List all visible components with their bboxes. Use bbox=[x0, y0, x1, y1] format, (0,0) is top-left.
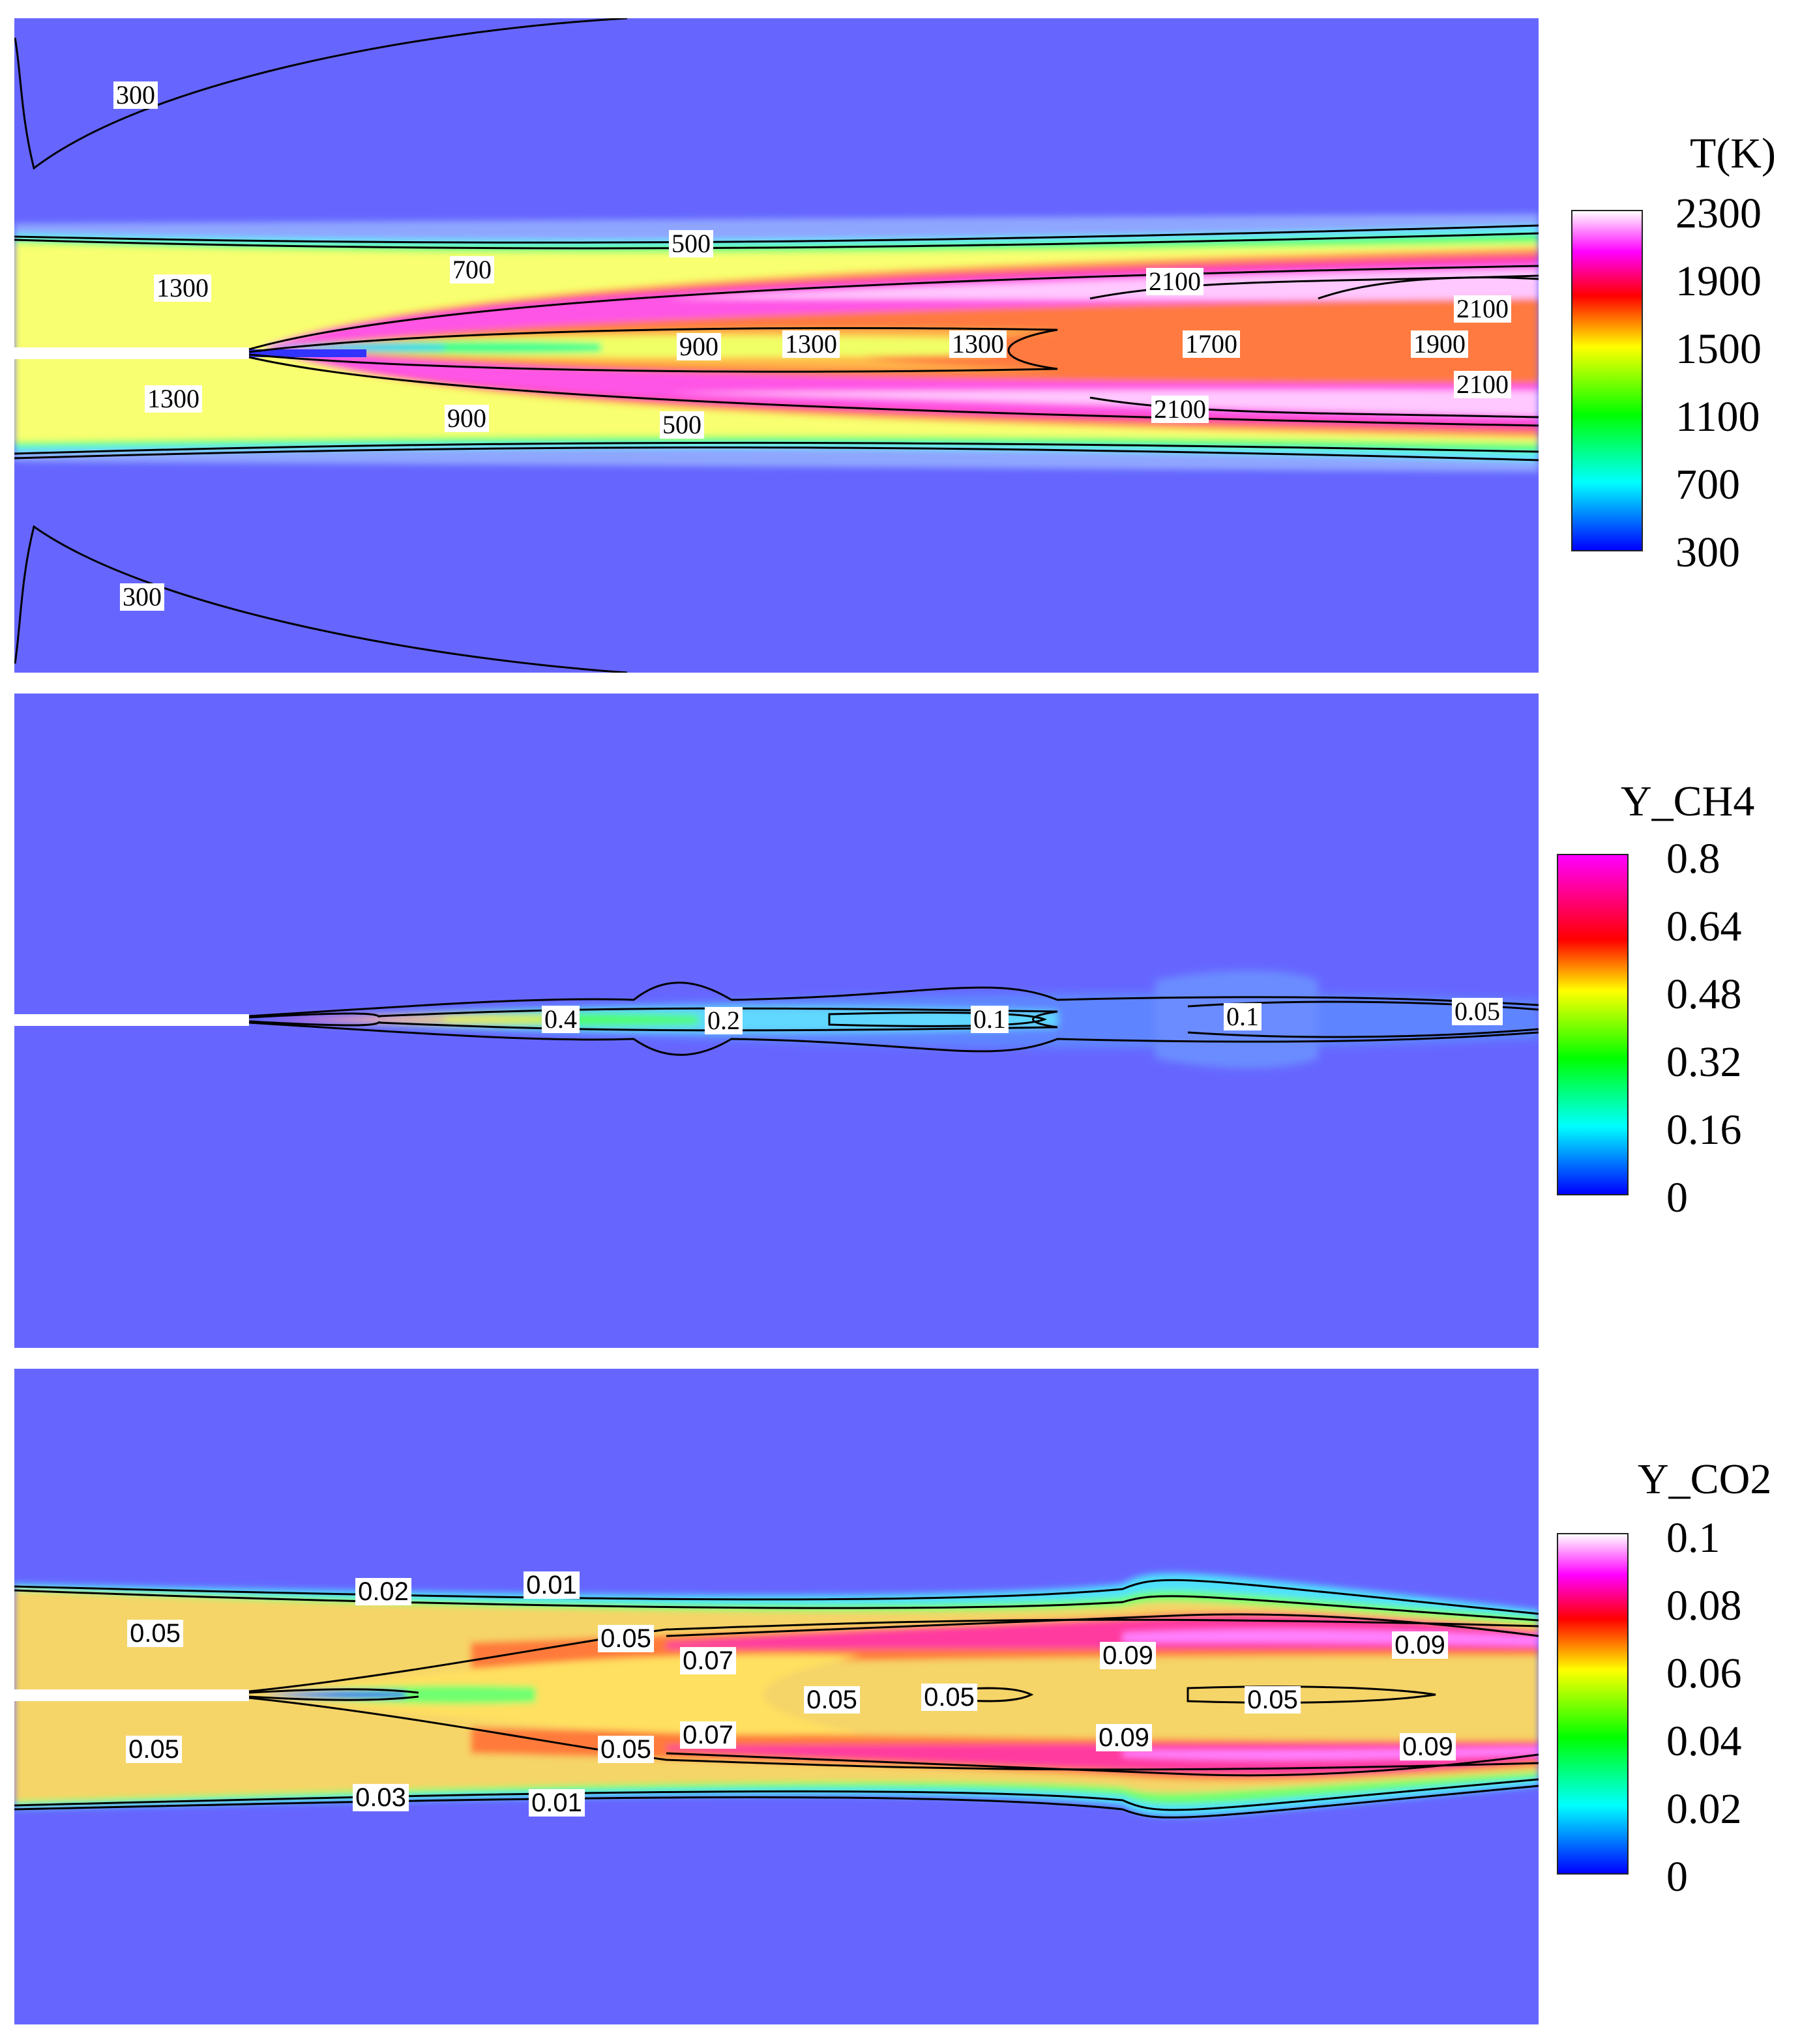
contour-label: 1300 bbox=[145, 385, 202, 413]
colorbar-tick: 0 bbox=[1666, 1174, 1688, 1221]
contour-label: 0.01 bbox=[524, 1571, 580, 1599]
contour-label: 0.09 bbox=[1096, 1724, 1152, 1751]
contour-label: 1900 bbox=[1411, 330, 1468, 358]
contour-label: 1300 bbox=[782, 330, 840, 358]
contour-label: 0.2 bbox=[705, 1007, 743, 1034]
colorbar-tick: 1100 bbox=[1675, 393, 1760, 441]
co2-contour-panel: 0.02 0.01 0.05 0.05 0.07 0.09 0.09 0.05 … bbox=[14, 1369, 1539, 2024]
contour-label: 0.05 bbox=[921, 1684, 977, 1711]
ch4-field-svg bbox=[14, 971, 1539, 1068]
colorbar-tick: 0.08 bbox=[1666, 1582, 1742, 1629]
contour-label: 0.05 bbox=[126, 1736, 182, 1763]
colorbar-tick: 0.02 bbox=[1666, 1785, 1742, 1833]
contour-label: 2100 bbox=[1151, 396, 1209, 423]
contour-label: 0.05 bbox=[598, 1625, 654, 1652]
contour-label: 500 bbox=[660, 411, 704, 439]
colorbar-title: Y_CO2 bbox=[1638, 1455, 1772, 1503]
colorbar-tick: 0.48 bbox=[1666, 971, 1742, 1018]
contour-label: 2100 bbox=[1454, 371, 1511, 398]
contour-label: 0.09 bbox=[1400, 1733, 1456, 1760]
co2-field-svg bbox=[14, 1573, 1539, 1818]
colorbar-tick: 300 bbox=[1675, 529, 1740, 576]
colorbar-tick: 1500 bbox=[1675, 325, 1762, 373]
contour-label: 0.05 bbox=[804, 1686, 860, 1714]
temperature-colorbar bbox=[1571, 210, 1643, 551]
contour-label: 300 bbox=[120, 583, 164, 611]
contour-label: 0.1 bbox=[1224, 1003, 1262, 1030]
ch4-colorbar bbox=[1557, 854, 1629, 1195]
contour-label: 0.09 bbox=[1100, 1642, 1156, 1669]
contour-label: 0.05 bbox=[598, 1736, 654, 1763]
contour-label: 1300 bbox=[949, 330, 1007, 358]
contour-label: 0.05 bbox=[1245, 1686, 1301, 1714]
contour-label: 900 bbox=[445, 405, 489, 432]
contour-label: 300 bbox=[113, 81, 158, 109]
contour-label: 0.07 bbox=[680, 1721, 736, 1749]
contour-label: 700 bbox=[450, 256, 494, 284]
colorbar-tick: 0.64 bbox=[1666, 903, 1742, 950]
contour-label: 0.4 bbox=[542, 1006, 580, 1033]
contour-label: 1700 bbox=[1183, 330, 1240, 358]
contour-label: 0.09 bbox=[1392, 1631, 1448, 1659]
contour-label: 0.03 bbox=[353, 1784, 409, 1811]
co2-colorbar bbox=[1557, 1533, 1629, 1875]
contour-label: 0.05 bbox=[1452, 998, 1503, 1025]
contour-label: 0.1 bbox=[971, 1006, 1009, 1033]
colorbar-tick: 1900 bbox=[1675, 257, 1762, 305]
contour-label: 500 bbox=[669, 230, 713, 257]
colorbar-tick: 0.04 bbox=[1666, 1717, 1742, 1765]
colorbar-tick: 700 bbox=[1675, 461, 1740, 508]
contour-label: 0.05 bbox=[127, 1620, 183, 1647]
colorbar-title: T(K) bbox=[1690, 130, 1776, 177]
colorbar-tick: 2300 bbox=[1675, 190, 1762, 237]
temperature-field-svg bbox=[14, 18, 1539, 673]
colorbar-tick: 0.8 bbox=[1666, 835, 1720, 883]
colorbar-tick: 0.16 bbox=[1666, 1106, 1742, 1154]
colorbar-title: Y_CH4 bbox=[1621, 778, 1755, 825]
colorbar-tick: 0.32 bbox=[1666, 1038, 1742, 1086]
contour-label: 1300 bbox=[154, 274, 211, 302]
colorbar-tick: 0 bbox=[1666, 1853, 1688, 1901]
contour-label: 0.01 bbox=[529, 1789, 585, 1817]
colorbar-tick: 0.06 bbox=[1666, 1650, 1742, 1697]
contour-label: 0.07 bbox=[680, 1647, 736, 1674]
colorbar-tick: 0.1 bbox=[1666, 1514, 1720, 1562]
contour-label: 0.02 bbox=[355, 1578, 411, 1605]
temperature-contour-panel: 300 1300 700 500 2100 2100 900 1300 1300… bbox=[14, 18, 1539, 673]
contour-label: 900 bbox=[677, 333, 721, 360]
contour-label: 2100 bbox=[1454, 295, 1511, 323]
contour-label: 2100 bbox=[1146, 268, 1203, 295]
ch4-contour-panel: 0.4 0.2 0.1 0.1 0.05 bbox=[14, 694, 1539, 1348]
